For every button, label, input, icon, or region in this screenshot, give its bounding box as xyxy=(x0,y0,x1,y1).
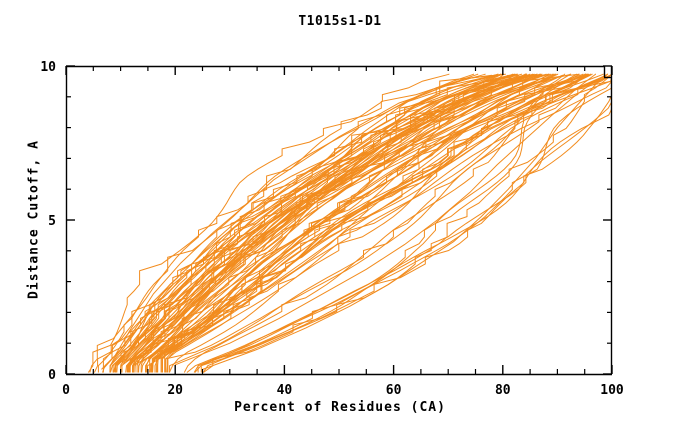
curve-line xyxy=(132,73,587,373)
curve-line xyxy=(146,73,550,373)
curve-line xyxy=(114,73,499,373)
curve-line xyxy=(120,74,564,367)
curve-line xyxy=(125,74,509,363)
x-tick-label: 0 xyxy=(62,383,70,398)
curve-line xyxy=(136,73,515,373)
y-tick-label: 0 xyxy=(48,368,56,383)
curve-line xyxy=(136,74,531,363)
x-axis-tick-labels: 0 20 40 60 80 100 xyxy=(62,383,624,398)
curve-line xyxy=(87,73,450,373)
curve-line xyxy=(147,74,564,360)
curve-line xyxy=(202,74,607,370)
x-tick-label: 20 xyxy=(167,383,183,398)
curve-line xyxy=(102,73,502,373)
curve-line xyxy=(153,74,591,360)
y-axis-major-ticks xyxy=(66,65,612,375)
curve-line xyxy=(128,73,547,373)
curve-line xyxy=(197,73,612,373)
x-axis-title: Percent of Residues (CA) xyxy=(234,400,446,415)
curve-line xyxy=(103,74,498,369)
curve-line xyxy=(193,73,612,373)
curve-line xyxy=(109,73,486,373)
y-axis-tick-labels: 0 5 10 xyxy=(40,60,56,383)
y-tick-label: 5 xyxy=(48,214,56,229)
curve-line xyxy=(194,73,580,373)
x-tick-label: 80 xyxy=(495,383,511,398)
curve-line xyxy=(164,74,607,356)
curve-line xyxy=(97,73,506,373)
curve-line xyxy=(109,74,514,367)
x-tick-label: 60 xyxy=(386,383,402,398)
chart-title: T1015s1-D1 xyxy=(298,14,382,29)
x-axis-minor-ticks xyxy=(92,66,586,374)
x-tick-label: 100 xyxy=(600,383,624,398)
curve-line xyxy=(156,73,566,373)
data-curves xyxy=(87,73,612,373)
x-axis-major-ticks xyxy=(65,66,613,374)
curve-line xyxy=(175,74,607,366)
y-tick-label: 10 xyxy=(40,60,56,75)
x-tick-label: 40 xyxy=(277,383,293,398)
curve-line xyxy=(169,73,596,373)
curve-line xyxy=(89,73,479,373)
curve-line xyxy=(145,73,559,373)
y-axis-title: Distance Cutoff, A xyxy=(26,140,42,299)
curve-line xyxy=(167,73,612,373)
curve-line xyxy=(101,74,492,370)
curve-line xyxy=(165,73,571,373)
curve-line xyxy=(120,74,536,366)
curve-line xyxy=(131,74,520,364)
curve-line xyxy=(168,73,586,373)
y-axis-minor-ticks xyxy=(66,96,612,344)
curve-line xyxy=(200,73,612,373)
curve-line xyxy=(114,74,525,366)
curve-line xyxy=(202,73,612,373)
